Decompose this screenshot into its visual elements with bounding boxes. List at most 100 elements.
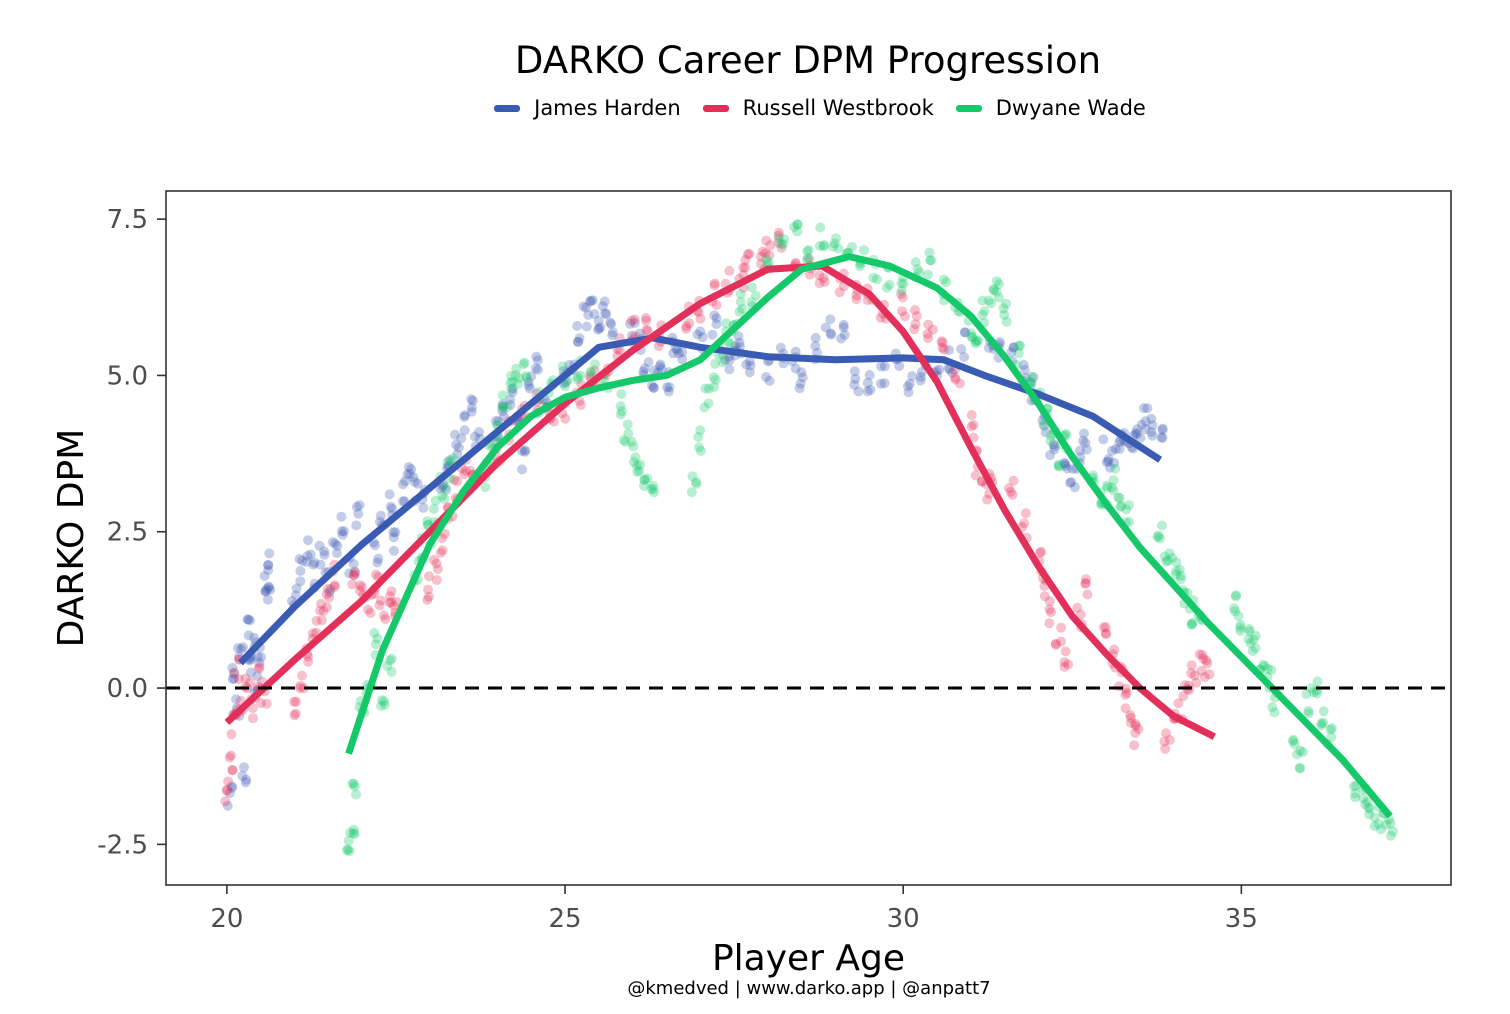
point-dwyane-wade [628, 441, 639, 452]
point-james-harden [295, 576, 306, 587]
point-russell-westbrook [1160, 743, 1171, 754]
point-russell-westbrook [1059, 657, 1070, 668]
point-russell-westbrook [432, 564, 443, 574]
point-dwyane-wade [506, 371, 517, 381]
point-russell-westbrook [1100, 628, 1111, 639]
point-james-harden [252, 651, 263, 662]
point-russell-westbrook [1036, 546, 1047, 557]
point-james-harden [1062, 463, 1073, 474]
point-dwyane-wade [763, 257, 774, 268]
point-dwyane-wade [1308, 687, 1319, 698]
point-russell-westbrook [756, 258, 767, 269]
point-james-harden [227, 662, 238, 673]
point-dwyane-wade [694, 442, 704, 453]
point-james-harden [327, 537, 338, 548]
point-dwyane-wade [1026, 371, 1037, 382]
point-russell-westbrook [375, 595, 386, 606]
point-james-harden [662, 382, 672, 393]
point-dwyane-wade [1295, 763, 1305, 774]
point-james-harden [308, 559, 319, 570]
point-james-harden [695, 326, 706, 337]
point-james-harden [656, 364, 667, 375]
point-dwyane-wade [1054, 461, 1064, 472]
point-russell-westbrook [384, 597, 395, 608]
point-james-harden [581, 321, 592, 332]
point-russell-westbrook [757, 246, 768, 257]
point-james-harden [1008, 342, 1019, 353]
point-james-harden [1109, 457, 1120, 468]
point-russell-westbrook [347, 579, 358, 590]
point-james-harden [956, 344, 967, 355]
y-tick-label: 0.0 [107, 674, 148, 704]
point-james-harden [745, 360, 756, 371]
point-james-harden [339, 526, 349, 537]
point-james-harden [916, 366, 927, 377]
point-dwyane-wade [802, 246, 813, 257]
point-james-harden [572, 337, 583, 348]
point-dwyane-wade [695, 445, 706, 456]
point-dwyane-wade [1186, 619, 1197, 630]
point-james-harden [1107, 445, 1117, 456]
point-russell-westbrook [1050, 638, 1061, 649]
point-dwyane-wade [1235, 619, 1246, 630]
point-dwyane-wade [938, 274, 949, 285]
point-russell-westbrook [431, 558, 442, 569]
point-russell-westbrook [1056, 636, 1066, 647]
point-dwyane-wade [998, 303, 1009, 314]
point-dwyane-wade [1159, 551, 1170, 562]
point-james-harden [507, 387, 518, 398]
point-russell-westbrook [760, 248, 771, 259]
point-dwyane-wade [814, 241, 825, 251]
point-james-harden [959, 352, 970, 362]
point-dwyane-wade [639, 474, 650, 485]
point-dwyane-wade [898, 278, 909, 289]
point-dwyane-wade [348, 828, 359, 839]
point-dwyane-wade [430, 495, 441, 506]
point-james-harden [677, 354, 688, 365]
point-james-harden [593, 324, 604, 335]
point-dwyane-wade [1326, 732, 1337, 743]
point-dwyane-wade [1116, 500, 1127, 511]
point-dwyane-wade [691, 477, 702, 488]
point-dwyane-wade [1013, 340, 1024, 351]
point-james-harden [532, 355, 543, 366]
point-james-harden [497, 399, 508, 410]
point-james-harden [490, 416, 501, 427]
point-dwyane-wade [511, 363, 522, 374]
point-james-harden [1147, 420, 1158, 431]
point-dwyane-wade [616, 389, 627, 399]
point-dwyane-wade [1292, 749, 1302, 760]
point-dwyane-wade [372, 633, 383, 644]
point-dwyane-wade [345, 827, 356, 838]
point-james-harden [1142, 403, 1153, 414]
point-james-harden [1140, 416, 1151, 427]
point-russell-westbrook [742, 249, 753, 260]
point-dwyane-wade [704, 383, 714, 394]
point-russell-westbrook [349, 570, 359, 581]
point-james-harden [498, 401, 509, 412]
point-james-harden [638, 366, 649, 377]
point-dwyane-wade [1001, 298, 1012, 309]
point-dwyane-wade [519, 357, 530, 368]
point-james-harden [233, 643, 243, 654]
legend-item-dwyane-wade: Dwyane Wade [955, 96, 1146, 120]
point-russell-westbrook [966, 410, 977, 420]
point-james-harden [593, 323, 604, 334]
point-dwyane-wade [349, 828, 360, 839]
point-james-harden [1105, 462, 1115, 473]
point-james-harden [523, 376, 534, 387]
point-james-harden [505, 400, 516, 410]
point-dwyane-wade [1303, 708, 1314, 719]
point-russell-westbrook [303, 656, 314, 667]
point-dwyane-wade [623, 428, 634, 439]
point-james-harden [406, 464, 417, 475]
point-dwyane-wade [1326, 723, 1337, 734]
point-james-harden [643, 357, 654, 368]
point-dwyane-wade [1106, 482, 1117, 493]
point-james-harden [720, 355, 731, 366]
point-james-harden [336, 511, 347, 522]
point-russell-westbrook [1059, 661, 1070, 672]
point-russell-westbrook [1120, 683, 1131, 694]
point-dwyane-wade [351, 789, 361, 800]
point-russell-westbrook [1019, 518, 1030, 529]
